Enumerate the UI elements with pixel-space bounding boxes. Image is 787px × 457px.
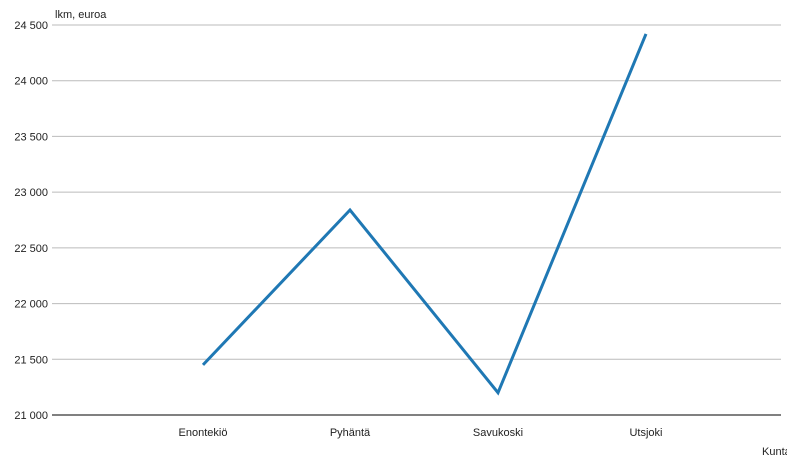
x-tick-label: Utsjoki <box>629 427 662 439</box>
x-tick-label: Enontekiö <box>179 427 228 439</box>
x-axis-title: Kunta <box>762 446 787 457</box>
y-tick-label: 23 000 <box>14 187 48 199</box>
series-line <box>201 33 648 396</box>
y-tick-label: 21 000 <box>14 410 48 422</box>
y-tick-label: 22 500 <box>14 243 48 255</box>
y-tick-label: 21 500 <box>14 354 48 366</box>
x-axis-ticks: Enontekiö Pyhäntä Savukoski Utsjoki <box>179 427 663 439</box>
y-tick-label: 23 500 <box>14 131 48 143</box>
y-tick-label: 24 000 <box>14 76 48 88</box>
y-tick-label: 22 000 <box>14 299 48 311</box>
y-tick-label: 24 500 <box>14 20 48 32</box>
grid-lines <box>52 24 781 360</box>
x-tick-label: Pyhäntä <box>330 427 371 439</box>
y-axis-title: lkm, euroa <box>55 9 107 21</box>
x-tick-label: Savukoski <box>473 427 523 439</box>
y-axis-ticks: 21 000 21 500 22 000 22 500 23 000 23 500 24 0… <box>14 20 48 422</box>
